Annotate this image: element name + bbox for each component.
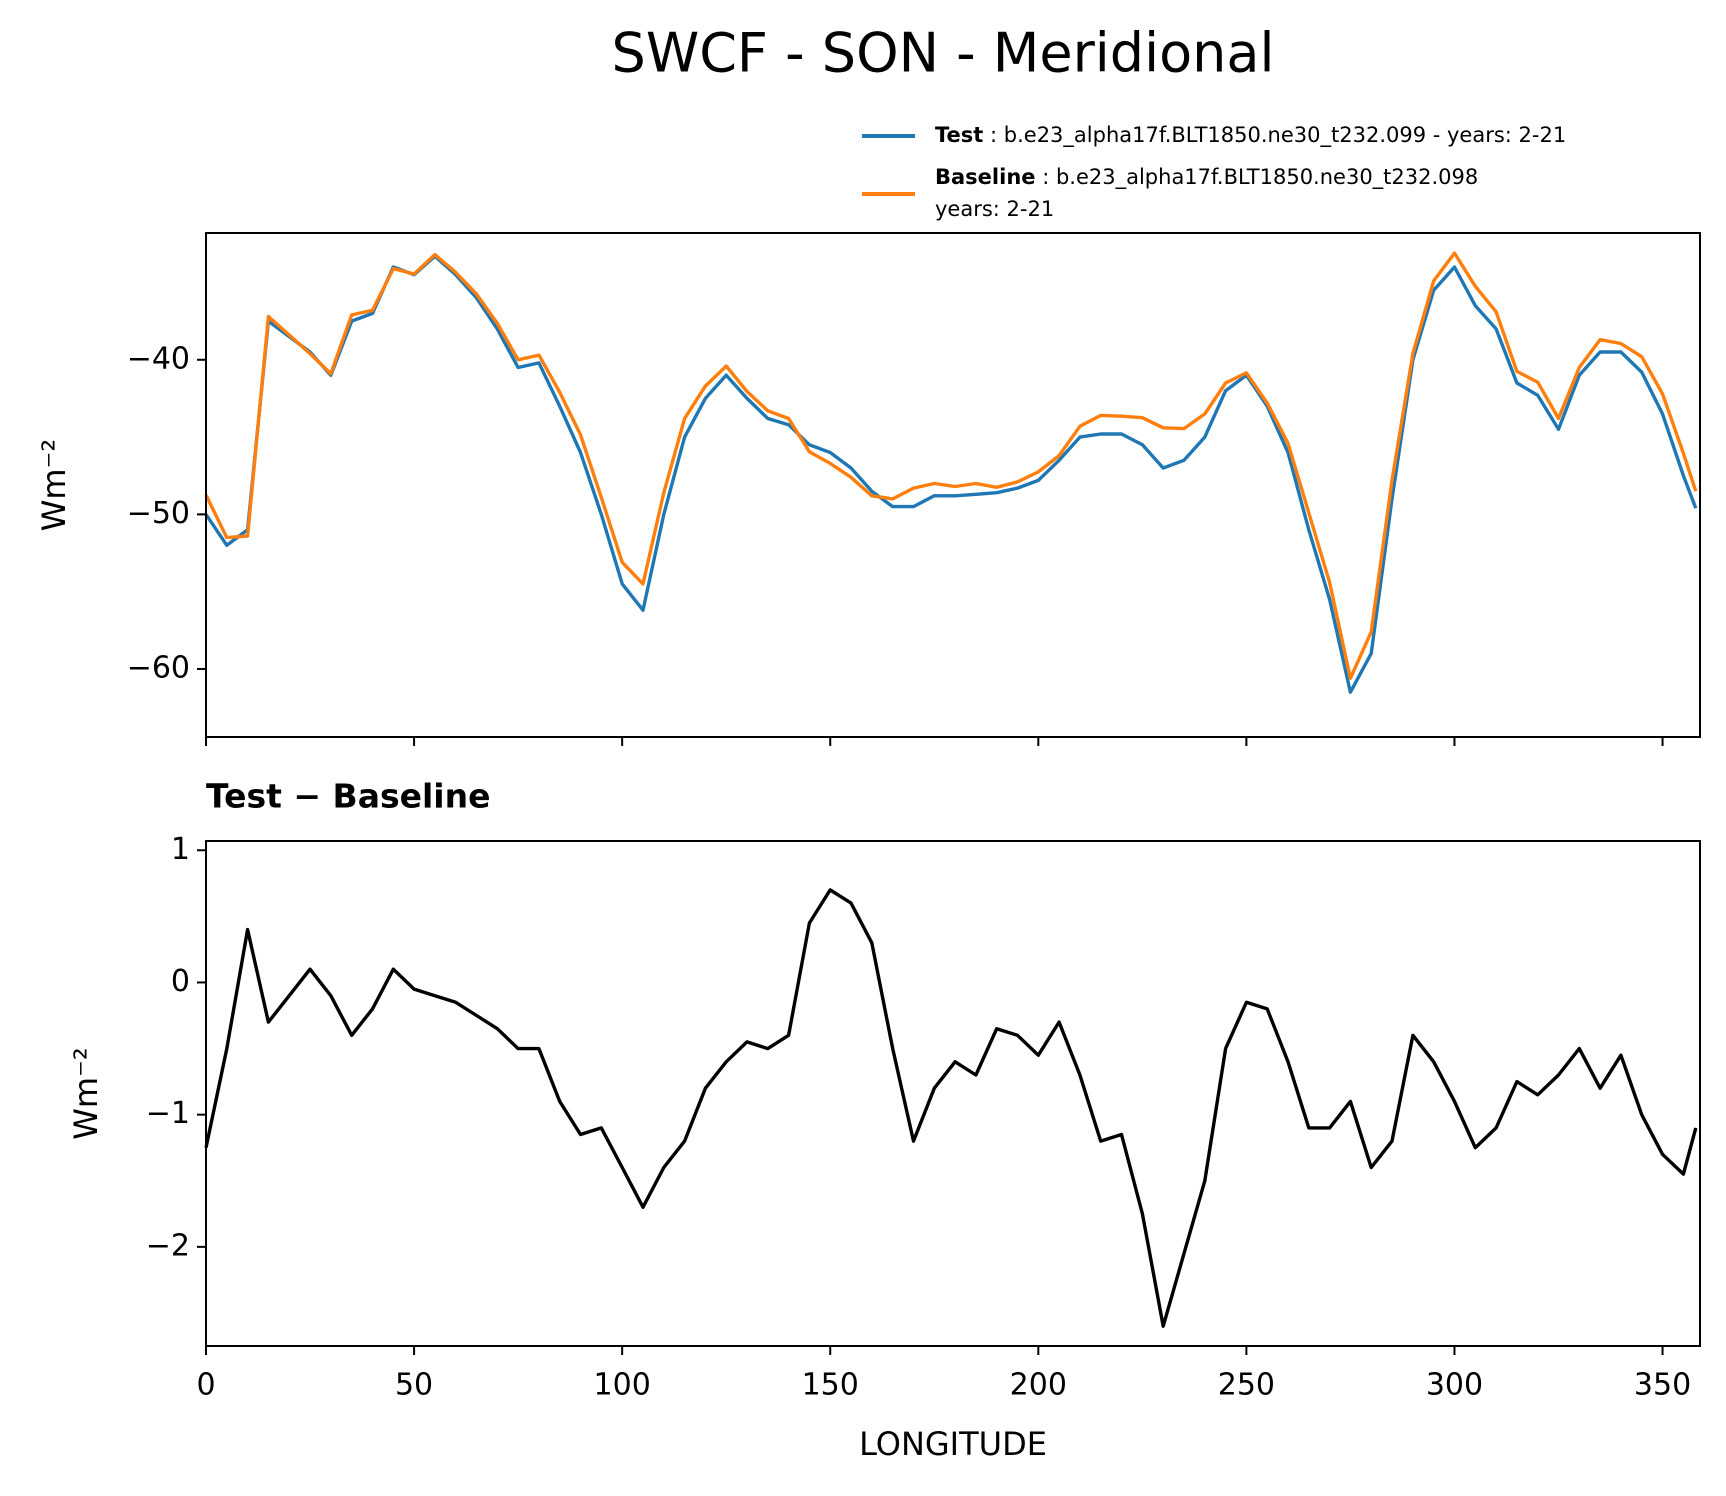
x-tick-label: 0 bbox=[196, 1368, 215, 1403]
axes-frame bbox=[205, 840, 1701, 1347]
x-tick-label: 150 bbox=[802, 1368, 859, 1403]
x-tick-label: 300 bbox=[1426, 1368, 1483, 1403]
legend-description: b.e23_alpha17f.BLT1850.ne30_t232.099 - y… bbox=[1004, 123, 1566, 148]
y-tick-label: −50 bbox=[127, 496, 190, 531]
figure-title: SWCF - SON - Meridional bbox=[612, 22, 1275, 85]
axes-title: Test − Baseline bbox=[206, 777, 491, 816]
axes-frame bbox=[205, 232, 1701, 738]
y-tick-label: −60 bbox=[127, 650, 190, 685]
legend-name: Test bbox=[935, 123, 983, 147]
legend-separator: : bbox=[983, 123, 1003, 147]
x-tick-label: 200 bbox=[1010, 1368, 1067, 1403]
x-tick-label: 100 bbox=[594, 1368, 651, 1403]
y-tick-label: −40 bbox=[127, 341, 190, 376]
data-line bbox=[204, 251, 1698, 680]
y-tick-label: −2 bbox=[146, 1228, 190, 1263]
legend-label: Baseline : b.e23_alpha17f.BLT1850.ne30_t… bbox=[935, 165, 1478, 190]
legend-separator: : bbox=[1036, 165, 1056, 189]
legend-description: b.e23_alpha17f.BLT1850.ne30_t232.098 bbox=[1056, 165, 1478, 190]
legend-name: Baseline bbox=[935, 165, 1036, 189]
y-axis-label: Wm⁻² bbox=[67, 1047, 105, 1140]
y-axis-label: Wm⁻² bbox=[35, 439, 73, 532]
legend-description: years: 2-21 bbox=[935, 197, 1054, 221]
x-tick-label: 250 bbox=[1218, 1368, 1275, 1403]
y-tick-label: 0 bbox=[171, 964, 190, 999]
data-line bbox=[204, 888, 1698, 1328]
y-tick-label: −1 bbox=[146, 1096, 190, 1131]
y-tick-label: 1 bbox=[171, 832, 190, 867]
legend-label: Test : b.e23_alpha17f.BLT1850.ne30_t232.… bbox=[935, 123, 1566, 148]
x-axis-label: LONGITUDE bbox=[859, 1425, 1047, 1463]
x-tick-label: 350 bbox=[1634, 1368, 1691, 1403]
x-tick-label: 50 bbox=[395, 1368, 433, 1403]
